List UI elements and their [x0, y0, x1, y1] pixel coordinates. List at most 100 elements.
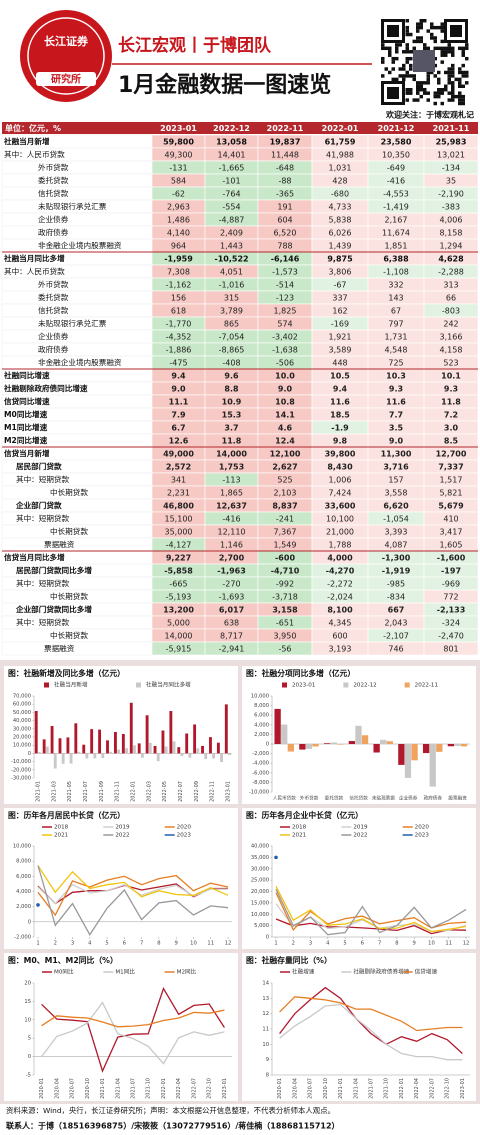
- qr-cell: [381, 43, 385, 47]
- x-tick-label: 2021-05: [67, 781, 73, 802]
- cell-value: 13,021: [437, 151, 465, 160]
- row-label: 其中：短期贷款: [16, 578, 70, 588]
- qr-cell: [398, 43, 402, 47]
- qr-cell: [391, 60, 395, 64]
- qr-cell: [416, 29, 420, 33]
- qr-cell: [426, 74, 430, 78]
- qr-cell: [451, 50, 455, 54]
- row-label: M0同比增速: [4, 409, 48, 419]
- y-tick-label: 50,000: [13, 710, 31, 716]
- cell-value: 7,424: [329, 489, 352, 498]
- cell-value: 1,006: [329, 476, 352, 485]
- x-tick-label: 2: [292, 941, 295, 947]
- row-label: 信贷同比增速: [4, 396, 50, 406]
- cell-value: 11,448: [271, 151, 299, 160]
- cell-value: -5,193: [166, 593, 192, 602]
- qr-finder: [387, 25, 399, 37]
- cell-value: 156: [171, 294, 186, 303]
- y-tick-label: 20,000: [251, 889, 269, 895]
- x-tick-label: 2021-04: [115, 1078, 121, 1099]
- x-tick-label: 2021-01: [35, 781, 41, 802]
- cell-value: 242: [443, 320, 458, 329]
- legend-label: 2022-12: [353, 683, 376, 689]
- row-label: 委托贷款: [38, 175, 69, 185]
- row-label: 信贷当月同比多增: [4, 552, 65, 562]
- cell-value: 25,983: [436, 138, 467, 147]
- cell-value: 21,000: [326, 528, 354, 537]
- y-tick-label: 40,000: [251, 844, 269, 850]
- footer-source: 资料来源：Wind，央行，长江证券研究所；声明：本文根据公开信息整理，不代表分析…: [6, 1106, 335, 1115]
- y-tick-label: -20,000: [11, 767, 31, 773]
- x-tick-label: 2022-04: [176, 1078, 182, 1099]
- cell-value: -1,963: [217, 567, 246, 576]
- table-header-cell: 2022-11: [267, 124, 304, 133]
- x-tick-label: 6: [123, 941, 126, 947]
- qr-cell: [433, 74, 437, 78]
- qr-cell: [412, 39, 416, 44]
- cell-value: 7.9: [171, 411, 186, 420]
- qr-cell: [398, 67, 402, 71]
- x-tick-label: 2020-10: [85, 1078, 91, 1099]
- row-label: 非金融企业境内股票融资: [38, 357, 122, 367]
- x-tick-label: 1: [36, 941, 39, 947]
- cell-value: 1,294: [440, 242, 463, 251]
- qr-cell: [433, 63, 437, 68]
- qr-cell: [409, 32, 413, 37]
- y-tick-label: -10,000: [11, 759, 31, 765]
- cell-value: -131: [169, 164, 187, 173]
- qr-cell: [447, 91, 451, 95]
- cell-value: 8.5: [444, 437, 459, 446]
- cell-value: 1,921: [329, 333, 352, 342]
- chart-panel: [4, 808, 238, 949]
- qr-cell: [419, 36, 423, 40]
- qr-cell: [461, 53, 465, 57]
- x-tick-label: 2021-01: [338, 1078, 344, 1099]
- cell-value: 4,733: [329, 203, 352, 212]
- bar: [209, 737, 212, 754]
- qr-cell: [437, 46, 441, 51]
- bar: [117, 749, 121, 754]
- cell-value: 3,716: [383, 463, 409, 472]
- cell-value: 3,158: [272, 606, 298, 615]
- cell-value: 39,800: [325, 450, 356, 459]
- y-tick-label: 15: [24, 999, 31, 1005]
- x-tick-label: 股票融资: [448, 795, 467, 802]
- y-tick-label: 30,000: [13, 726, 31, 732]
- y-tick-label: -2,000: [252, 751, 269, 757]
- line: [275, 886, 467, 933]
- line: [279, 996, 463, 1032]
- row-label: 委托贷款: [38, 292, 69, 302]
- cell-value: 10,100: [326, 515, 354, 524]
- cell-value: -1,162: [166, 281, 192, 290]
- cell-value: 23,580: [381, 138, 412, 147]
- cell-value: 5,821: [440, 489, 463, 498]
- qr-cell: [402, 50, 406, 54]
- row-label-bg: [1, 277, 153, 292]
- bar: [164, 746, 168, 754]
- y-tick-label: 0: [266, 742, 269, 748]
- bar: [85, 753, 89, 759]
- cell-value: -113: [222, 476, 240, 485]
- legend-swatch: [282, 682, 287, 688]
- logo-sub: 研究所: [51, 73, 81, 86]
- cell-value: 638: [224, 619, 239, 628]
- qr-cell: [416, 91, 420, 95]
- cell-value: 10.0: [275, 372, 295, 381]
- qr-cell: [451, 88, 455, 92]
- line: [41, 986, 225, 1073]
- cell-value: -6,146: [271, 255, 300, 264]
- qr-cell: [440, 50, 444, 54]
- legend-label: 2022: [353, 833, 367, 839]
- qr-cell: [440, 101, 444, 106]
- cell-value: 10.5: [330, 372, 350, 381]
- bar: [133, 745, 136, 754]
- bar: [337, 744, 344, 745]
- cell-value: 4,087: [385, 541, 408, 550]
- cell-value: 3,558: [385, 489, 408, 498]
- cell-value: 600: [332, 632, 347, 641]
- cell-value: 8.8: [224, 385, 239, 394]
- logo: [20, 10, 112, 102]
- cell-value: -197: [441, 567, 461, 576]
- cell-value: 33,600: [325, 502, 356, 511]
- y-tick-label: 5: [28, 1036, 31, 1042]
